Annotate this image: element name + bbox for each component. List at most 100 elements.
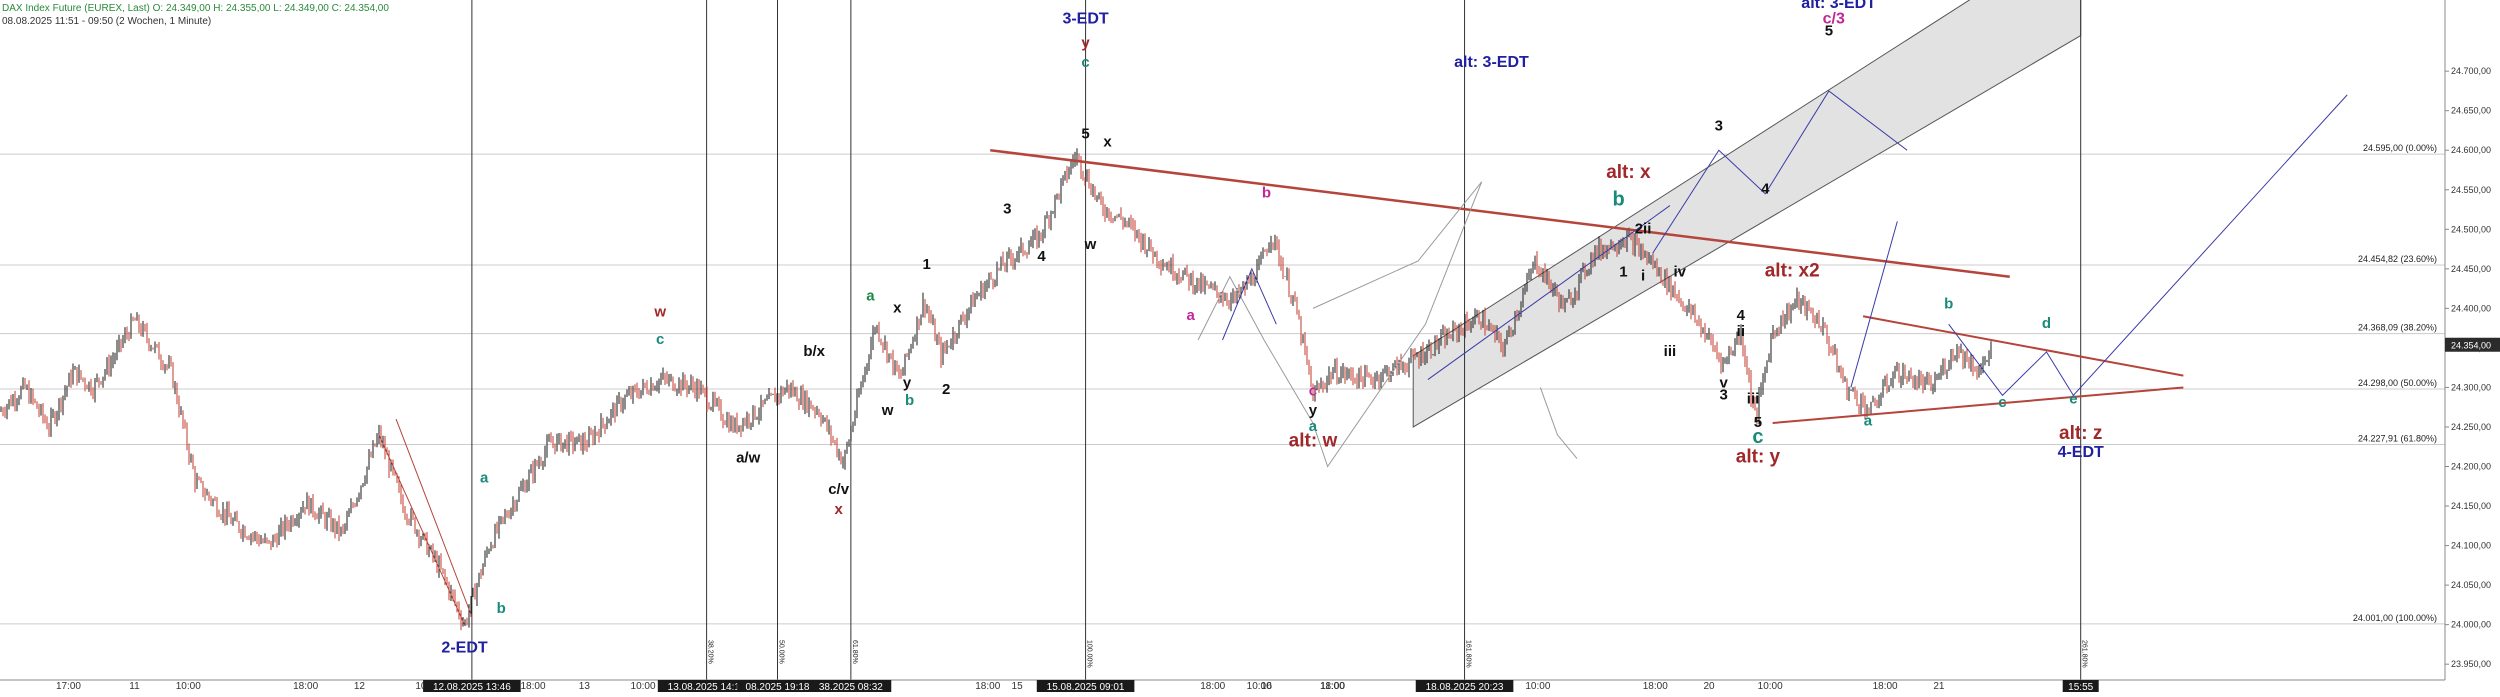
wave-label: 5 — [1081, 125, 1089, 142]
grid-layer: 24.595,00 (0.00%) 24.454,82 (23.60%) 24.36… — [0, 143, 2445, 625]
current-price-marker — [2445, 337, 2500, 352]
alt-projection-gray — [1197, 181, 1483, 468]
price-tick-label: 24.200,00 — [2451, 462, 2491, 472]
vertical-marker-label-1: 50.00% — [778, 640, 785, 664]
price-tick-label: 24.550,00 — [2451, 185, 2491, 195]
wave-label: c — [1309, 382, 1317, 399]
wave-label: w — [653, 303, 666, 320]
wave-label: y — [1309, 402, 1318, 419]
trendlines-layer — [378, 90, 2348, 625]
time-axis-label: 10:00 — [1758, 681, 1783, 692]
vertical-markers-layer: 38.20% 50.00% 61.80% 100.00% 161.80% 261.80% — [471, 0, 2088, 680]
time-highlight-label: 12.08.2025 13:46 — [433, 682, 511, 692]
time-highlight-label: 15.08.2025 09:01 — [1047, 682, 1125, 692]
wave-label: c/v — [828, 481, 850, 498]
wave-label: b — [1612, 189, 1624, 211]
wave-label: 5 — [1754, 414, 1762, 431]
wave-label: 1 — [1619, 264, 1627, 281]
wave-label: iv — [1673, 264, 1686, 281]
time-axis-label: 20 — [1703, 681, 1715, 692]
time-axis-label: 17:00 — [56, 681, 81, 692]
channel-mid-blue — [1427, 205, 1671, 380]
wave-label: alt: x — [1606, 162, 1651, 183]
wave-label: 4 — [1761, 181, 1770, 198]
price-tick-label: 24.100,00 — [2451, 541, 2491, 551]
wave-label: e — [2069, 390, 2077, 407]
vertical-marker-label-5: 261.80% — [2081, 640, 2088, 668]
fib-label-2: 24.368,09 (38.20%) — [2358, 323, 2437, 333]
wave-label: 3 — [1003, 200, 1011, 217]
time-axis-label: 13 — [579, 681, 591, 692]
wave-label: w — [1084, 236, 1097, 253]
price-tick-label: 24.400,00 — [2451, 303, 2491, 313]
wave-label: x — [893, 299, 902, 316]
price-tick-label: 24.250,00 — [2451, 422, 2491, 432]
time-highlight-label: 08.2025 19:18 — [746, 682, 810, 692]
time-highlight-label: 13.08.2025 14:15 — [668, 682, 746, 692]
triangle-completion-projection — [1948, 94, 2348, 397]
timeframe-header: 08.08.2025 11:51 - 09:50 (2 Wochen, 1 Mi… — [2, 16, 212, 27]
wave-label: w — [881, 402, 894, 419]
wave-label: 5 — [1825, 23, 1833, 40]
alt-projection-gray-3 — [1539, 387, 1578, 459]
wave-label: 2ii — [1635, 220, 1652, 237]
price-tick-label: 24.050,00 — [2451, 580, 2491, 590]
price-axis-layer: 24.700,00 24.650,00 24.600,00 24.550,00 24.5… — [2444, 0, 2500, 692]
time-axis-label: 10:00 — [631, 681, 656, 692]
fib-label-3: 24.298,00 (50.00%) — [2358, 378, 2437, 388]
wave-label: 3 — [1715, 117, 1723, 134]
wave-label: 2 — [942, 381, 950, 398]
b-projection-blue — [1222, 267, 1277, 341]
time-axis-layer: 17:00 11 10:00 18:00 12 10:00 18:00 13 10:00 18:0… — [0, 679, 2445, 693]
price-tick-label: 23.950,00 — [2451, 659, 2491, 669]
price-tick-label: 24.150,00 — [2451, 501, 2491, 511]
wave-label: a/w — [736, 450, 761, 467]
time-axis-label: 10:00 — [1247, 681, 1272, 692]
wave-label: a — [1309, 418, 1318, 435]
time-axis-label: 10:00 — [1525, 681, 1550, 692]
time-axis-label: 18:00 — [1643, 681, 1668, 692]
current-price-label: 24.354,00 — [2451, 341, 2491, 351]
time-highlight-label: 15:55 — [2068, 682, 2093, 692]
price-tick-label: 24.300,00 — [2451, 382, 2491, 392]
vertical-marker-label-0: 38.20% — [707, 640, 714, 664]
vertical-marker-label-4: 161.80% — [1465, 640, 1472, 668]
wave-label: b — [497, 600, 506, 617]
wave-label: x — [834, 501, 843, 518]
rising-channel — [1412, 0, 2082, 428]
fib-label-0: 24.595,00 (0.00%) — [2363, 143, 2437, 153]
wave-label: c — [1752, 426, 1763, 448]
time-axis-label: 11:00 — [1320, 681, 1345, 692]
fib-label-4: 24.227,91 (61.80%) — [2358, 433, 2437, 443]
wave-label: c — [1081, 54, 1089, 71]
wave-label: ii — [1737, 323, 1745, 340]
time-axis-label: 18:00 — [1873, 681, 1898, 692]
wave-label: b/x — [803, 343, 825, 360]
wave-label: a — [1187, 307, 1196, 324]
time-axis-label: 10:00 — [176, 681, 201, 692]
time-axis-label: 18:00 — [1200, 681, 1225, 692]
vertical-marker-label-3: 100.00% — [1086, 640, 1093, 668]
wedge-line-upper — [395, 418, 473, 617]
price-tick-label: 24.000,00 — [2451, 620, 2491, 630]
wave-label: b — [1944, 295, 1953, 312]
wave-label: 3-EDT — [1062, 11, 1108, 28]
fib-label-1: 24.454,82 (23.60%) — [2358, 254, 2437, 264]
wave-label: alt: 3-EDT — [1801, 0, 1876, 12]
time-highlight-box — [810, 680, 892, 692]
wave-3-5-projection — [1652, 90, 1908, 254]
triangle-lower-line — [1772, 386, 2184, 425]
wave-label: alt: w — [1289, 431, 1338, 452]
time-highlight-box — [423, 680, 521, 692]
wave-label: c/3 — [1823, 11, 1845, 28]
time-axis-label: 16 — [1261, 681, 1273, 692]
time-highlight-box — [737, 680, 818, 692]
wave-label: a — [480, 469, 489, 486]
wave-label: b — [1262, 185, 1271, 202]
wave-label: 4-EDT — [2058, 444, 2104, 461]
time-axis-label: 18:00 — [975, 681, 1000, 692]
time-axis-label: 21 — [1933, 681, 1945, 692]
resistance-line — [990, 148, 2010, 278]
